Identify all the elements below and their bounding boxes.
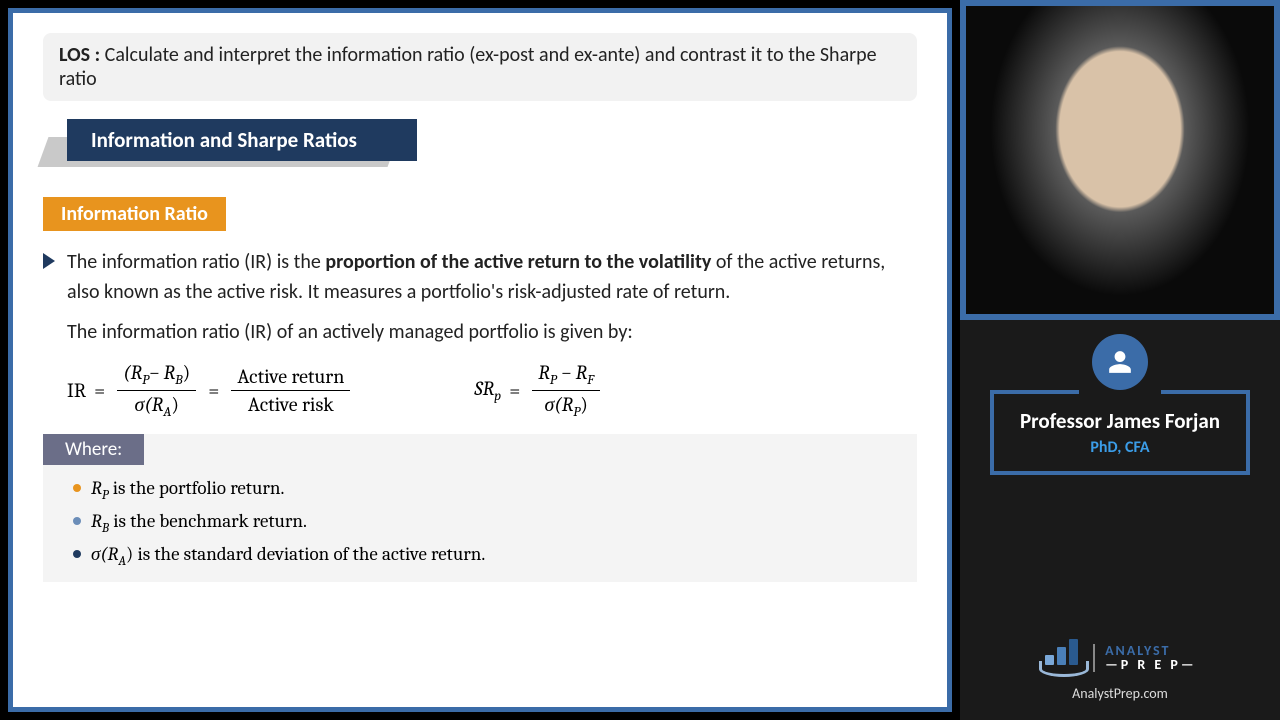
brand-url: AnalystPrep.com <box>1043 685 1196 702</box>
sr-frac: RP − RF σ(RP) <box>532 361 600 420</box>
brand-line2: —P R E P— <box>1105 658 1196 672</box>
paragraph-1: The information ratio (IR) is the propor… <box>67 247 917 307</box>
side-panel: Professor James Forjan PhD, CFA ANALYST … <box>960 0 1280 720</box>
logo-area: ANALYST —P R E P— AnalystPrep.com <box>1043 641 1196 720</box>
where-box: Where: RP is the portfolio return. RB is… <box>43 434 917 582</box>
presenter-credentials: PhD, CFA <box>1004 438 1236 457</box>
slide-frame: LOS : Calculate and interpret the inform… <box>8 8 952 712</box>
logo-bars-icon <box>1043 641 1087 675</box>
sub-title: Information Ratio <box>43 197 226 231</box>
where-item: RB is the benchmark return. <box>73 506 917 539</box>
formula-ir: IR = (RP− RB) σ(RA) = Active return Acti… <box>67 361 354 420</box>
presenter-video <box>960 0 1280 320</box>
ir-lhs: IR <box>67 379 86 402</box>
los-text: Calculate and interpret the information … <box>59 43 877 91</box>
logo-text: ANALYST —P R E P— <box>1093 644 1196 672</box>
paragraph-2: The information ratio (IR) of an activel… <box>67 317 917 347</box>
bullet-row: The information ratio (IR) is the propor… <box>43 247 917 307</box>
formula-sr: SRp = RP − RF σ(RP) <box>474 361 604 420</box>
name-frame: Professor James Forjan PhD, CFA <box>990 390 1250 475</box>
brand-logo: ANALYST —P R E P— <box>1043 641 1196 675</box>
presenter-name: Professor James Forjan <box>1004 408 1236 434</box>
ir-frac2: Active return Active risk <box>231 365 350 416</box>
p1-bold: proportion of the active return to the v… <box>325 250 711 274</box>
p1-pre: The information ratio (IR) is the <box>67 250 325 274</box>
slide-panel: LOS : Calculate and interpret the inform… <box>0 0 960 720</box>
los-label: LOS : <box>59 43 100 67</box>
where-item: RP is the portfolio return. <box>73 473 917 506</box>
los-box: LOS : Calculate and interpret the inform… <box>43 33 917 101</box>
name-card: Professor James Forjan PhD, CFA <box>990 360 1250 475</box>
section-title-wrap: Information and Sharpe Ratios <box>43 119 917 169</box>
section-title: Information and Sharpe Ratios <box>67 119 417 161</box>
ir-frac1: (RP− RB) σ(RA) <box>117 361 196 420</box>
where-list: RP is the portfolio return. RB is the be… <box>43 473 917 572</box>
where-item: σ(RA) is the standard deviation of the a… <box>73 539 917 572</box>
formula-row: IR = (RP− RB) σ(RA) = Active return Acti… <box>67 361 917 420</box>
where-label: Where: <box>43 434 144 465</box>
arrow-bullet-icon <box>43 253 55 269</box>
avatar-icon <box>1092 334 1148 390</box>
